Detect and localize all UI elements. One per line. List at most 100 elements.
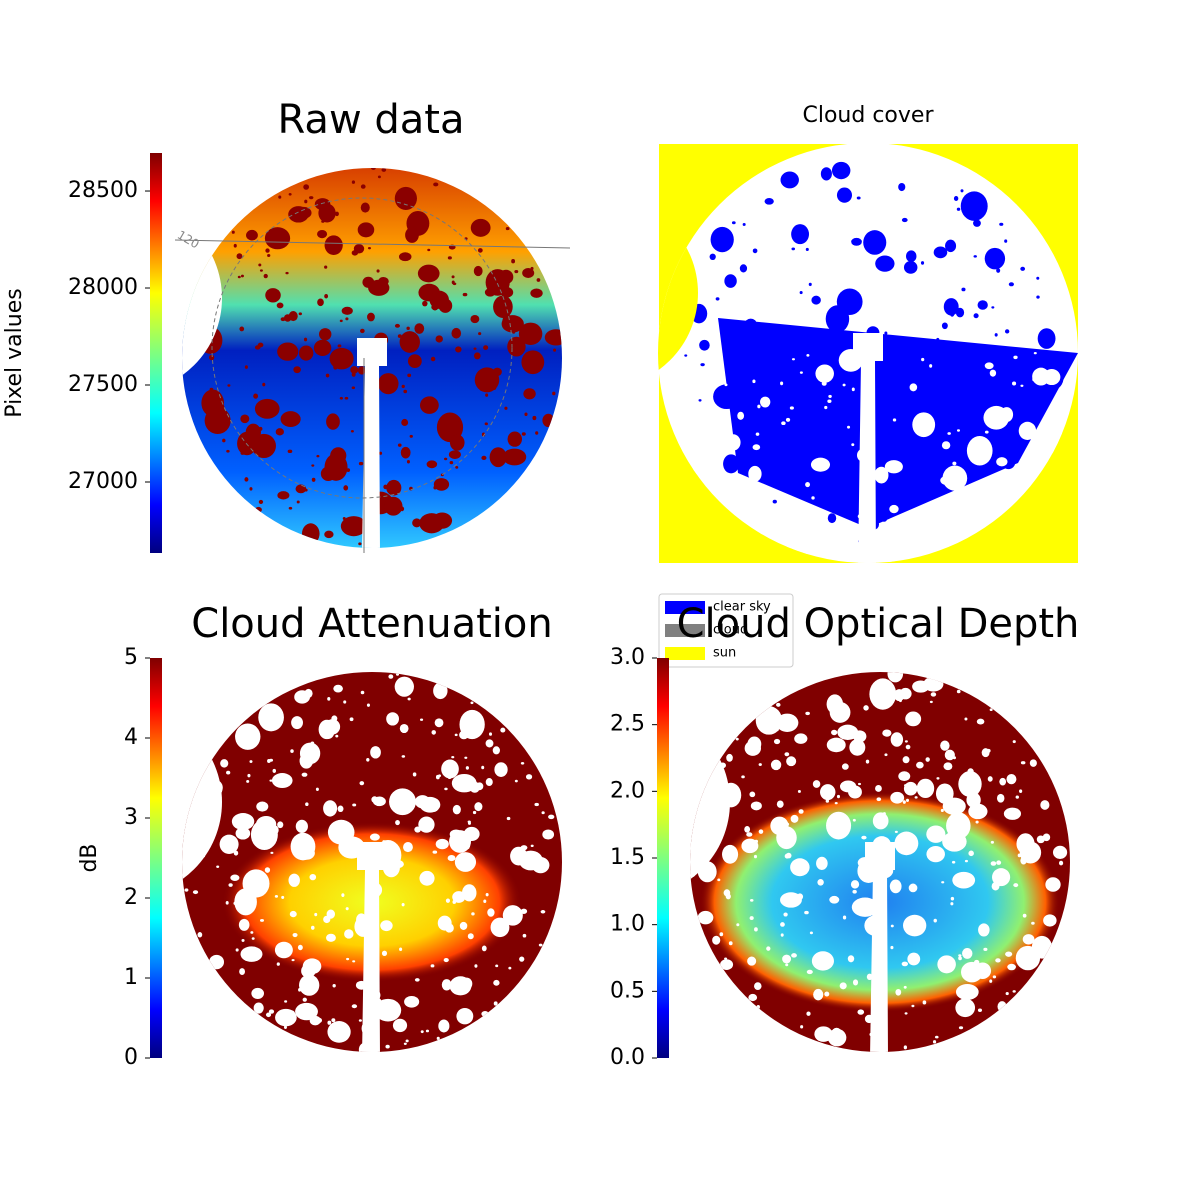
polar-spoke [174, 239, 571, 249]
cloud-blob [697, 910, 714, 925]
cloud-blob [989, 369, 997, 377]
cloud-blob [259, 918, 265, 922]
cloud-blob [407, 697, 411, 701]
cloud-blob [684, 354, 688, 357]
cloud-blob [366, 757, 370, 762]
cloud-blob [225, 901, 229, 905]
cloud-blob [894, 831, 919, 856]
cloud-blob [805, 247, 809, 252]
cloud-blob [265, 248, 270, 253]
cloud-blob [908, 407, 913, 412]
cloud-blob [384, 496, 403, 516]
cloud-blob [297, 944, 303, 951]
cloud-blob [394, 323, 400, 328]
cloud-blob [726, 480, 736, 491]
cloud-blob [1012, 740, 1016, 744]
cloud-blob [764, 197, 774, 205]
colorbar-tick-label: 1.5 [610, 845, 645, 870]
cloud-blob [1032, 367, 1050, 386]
cloud-blob [715, 297, 720, 301]
cloud-blob [728, 941, 733, 946]
cloud-blob [389, 788, 416, 816]
cloud-blob [973, 959, 980, 965]
cloud-blob [484, 288, 496, 297]
cloud-blob [327, 696, 331, 701]
cloud-blob [894, 594, 897, 597]
cloud-blob [290, 832, 316, 861]
cloud-blob [1006, 774, 1017, 785]
cloud-blob [724, 957, 728, 960]
cloud-blob [961, 394, 965, 398]
cloud-blob [443, 958, 449, 963]
cloud-blob [942, 831, 967, 852]
cloud-blob [287, 449, 293, 454]
cloud-blob [433, 182, 439, 187]
shadow-band [357, 842, 387, 1052]
cloud-blob [454, 852, 477, 872]
cloud-blob [483, 899, 487, 903]
cloud-blob [872, 812, 889, 830]
legend-label: clear sky [713, 600, 771, 615]
cloud-blob [426, 827, 431, 831]
legend-swatch [665, 601, 705, 614]
cloud-blob [737, 411, 745, 420]
cloud-blob [1036, 835, 1045, 844]
cloud-blob [800, 1025, 804, 1029]
cloud-blob [900, 798, 904, 802]
cloud-blob [809, 931, 813, 935]
cloud-blob [932, 1040, 937, 1044]
cloud-blob [360, 328, 365, 334]
cloud-blob [999, 222, 1004, 226]
cloud-blob [894, 830, 898, 833]
cloud-blob [776, 330, 795, 348]
cloud-blob [438, 1019, 450, 1033]
cloud-blob [1012, 990, 1016, 993]
cloud-blob [789, 406, 794, 410]
cloud-blob [710, 226, 734, 253]
cloud-blob [703, 427, 707, 431]
cloud-blob [552, 391, 556, 396]
cloud-blob [233, 901, 237, 905]
cloud-blob [500, 287, 514, 298]
cloud-blob [238, 918, 250, 931]
cloud-blob [412, 518, 422, 528]
cloud-blob [758, 829, 764, 834]
cloud-blob [295, 484, 307, 494]
cloud-blob [953, 196, 959, 201]
cloud-blob [481, 1011, 489, 1017]
cloud-blob [799, 291, 803, 295]
cloud-blob [209, 954, 225, 970]
cloud-blob [753, 854, 758, 859]
cloud-blob [494, 762, 508, 777]
cloud-blob [941, 881, 945, 884]
cloud-blob [1036, 276, 1040, 280]
cloud-blob [888, 418, 892, 422]
cloud-blob [284, 1000, 288, 1003]
cloud-blob [781, 421, 786, 426]
cloud-blob [731, 221, 736, 225]
sky-image [690, 672, 1070, 1052]
cloud-blob [401, 755, 406, 758]
cloud-blob [1058, 860, 1064, 866]
cloud-blob [824, 405, 828, 410]
cloud-blob [240, 414, 250, 424]
cloud-blob [1015, 945, 1041, 971]
cloud-blob [791, 247, 796, 251]
cloud-blob [435, 335, 443, 343]
cloud-blob [752, 248, 758, 254]
cloud-blob [451, 327, 462, 339]
cloud-blob [378, 276, 389, 286]
cloud-blob [303, 184, 310, 190]
cloud-blob [826, 811, 852, 840]
cloud-blob [451, 275, 455, 279]
cloud-blob [895, 988, 902, 996]
colorbar-tick-label: 0 [124, 1045, 138, 1070]
cloud-blob [933, 352, 944, 362]
cloud-blob [230, 874, 240, 881]
colorbar-tick-label: 3.0 [610, 645, 645, 670]
cloud-blob [844, 827, 848, 832]
cloud-blob [519, 956, 525, 962]
cloud-blob [309, 873, 317, 881]
cloud-blob [747, 956, 757, 966]
